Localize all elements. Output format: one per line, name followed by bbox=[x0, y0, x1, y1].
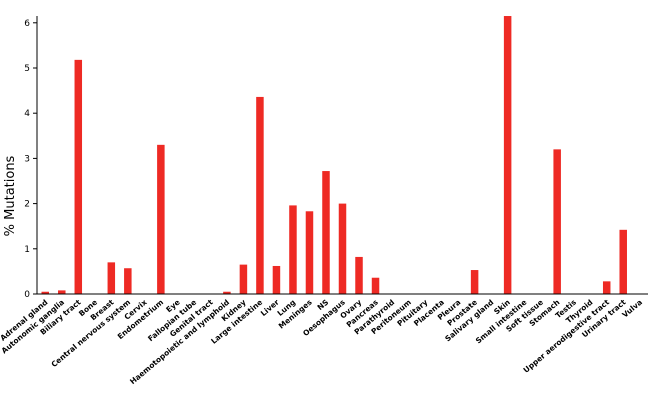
bar-upper-aerodigestive-tract bbox=[602, 281, 611, 294]
y-axis-title: % Mutations bbox=[3, 155, 18, 236]
bar-prostate bbox=[470, 270, 479, 294]
bar-oesophagus bbox=[338, 203, 347, 294]
y-tick-label: 6 bbox=[24, 19, 30, 29]
bar-meninges bbox=[305, 211, 314, 294]
bar-large-intestine bbox=[256, 96, 264, 294]
bar-liver bbox=[272, 265, 281, 294]
y-tick-label: 0 bbox=[24, 290, 30, 300]
bar-urinary-tract bbox=[619, 229, 627, 294]
bar-lung bbox=[289, 205, 297, 294]
bar-biliary-tract bbox=[74, 59, 83, 294]
bar-pancreas bbox=[371, 277, 380, 294]
y-tick-label: 1 bbox=[24, 245, 30, 255]
bar-endometrium bbox=[157, 144, 165, 294]
bars bbox=[41, 16, 627, 295]
bar-breast bbox=[107, 262, 116, 294]
bar-stomach bbox=[553, 149, 561, 294]
bar-skin bbox=[503, 16, 512, 295]
y-tick-label: 4 bbox=[24, 109, 30, 119]
bar-ovary bbox=[355, 256, 363, 294]
y-axis-ticks: 0 1 2 3 4 5 6 bbox=[24, 19, 37, 300]
y-tick-label: 3 bbox=[24, 154, 30, 164]
bar-autonomic-ganglia bbox=[58, 290, 66, 294]
y-tick-label: 2 bbox=[24, 200, 30, 210]
y-tick-label: 5 bbox=[24, 64, 30, 74]
bar-adrenal-gland bbox=[41, 291, 50, 294]
bar-central-nervous-system bbox=[124, 268, 132, 294]
bar-ns bbox=[322, 171, 330, 294]
bar-haemotopoietic-and-lymphoid bbox=[223, 291, 231, 294]
bar-kidney bbox=[239, 264, 248, 294]
